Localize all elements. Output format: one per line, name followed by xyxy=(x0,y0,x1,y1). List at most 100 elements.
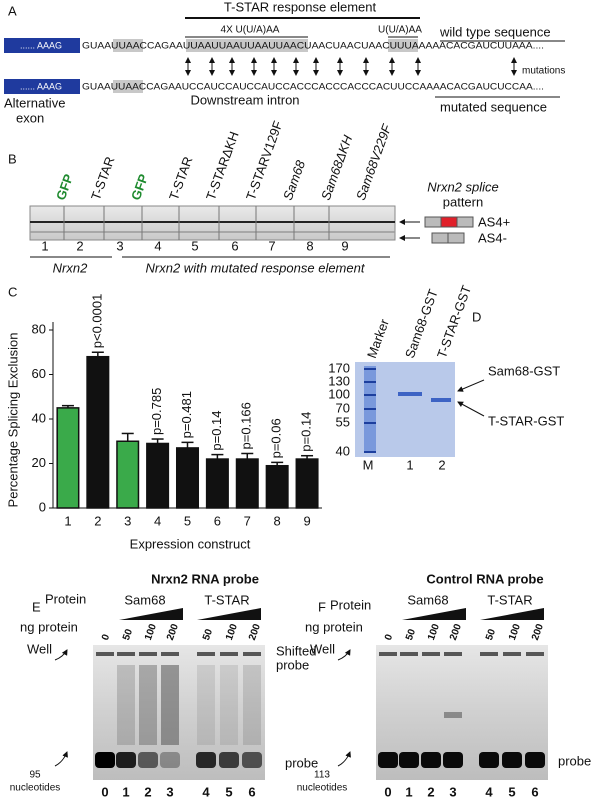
probe-band xyxy=(525,752,545,768)
p-value: p=0.14 xyxy=(298,412,313,452)
arrow xyxy=(457,379,485,392)
amount: 100 xyxy=(426,622,442,642)
bar xyxy=(146,442,170,509)
well-label: Well xyxy=(27,641,52,656)
probe-band xyxy=(138,752,158,768)
mutated-seq: GUAAUUAACCAGAAUCCAUCCAUCCAUCCACCCACCCACC… xyxy=(82,81,544,91)
bar xyxy=(235,458,259,509)
ramp xyxy=(402,608,466,620)
error-bar xyxy=(121,432,134,442)
amount: 200 xyxy=(165,622,181,642)
lane-number: 3 xyxy=(449,784,456,799)
error-bar xyxy=(271,461,284,466)
well-band xyxy=(117,652,135,656)
y-tick-label: 80 xyxy=(32,321,46,336)
error-bar xyxy=(151,438,164,444)
isoform: AS4- xyxy=(478,230,507,245)
mutated-label: mutated sequence xyxy=(440,99,547,114)
x-tick-label: 2 xyxy=(94,513,101,528)
x-tick-label: 1 xyxy=(64,513,71,528)
protein-name: T-STAR xyxy=(487,592,532,607)
probe-band xyxy=(219,752,239,768)
amount: 100 xyxy=(507,622,523,642)
lane-number: 2 xyxy=(144,784,151,799)
shifted-label: probe xyxy=(276,657,309,672)
intron-label: Downstream intron xyxy=(190,92,299,107)
amount: 200 xyxy=(247,622,263,642)
x-tick-label: 4 xyxy=(154,513,161,528)
lane-label: T-STARΔKH xyxy=(203,129,242,202)
probe-label: probe xyxy=(285,755,318,770)
size-label: nucleotides xyxy=(297,783,348,794)
protein-name: Sam68 xyxy=(124,592,165,607)
exon-seq: ...... AAAG xyxy=(20,40,62,50)
panel-label: E xyxy=(32,599,41,614)
well-band xyxy=(503,652,521,656)
probe-arrow xyxy=(54,751,68,767)
group-label: Nrxn2 xyxy=(53,260,88,275)
bar xyxy=(175,447,200,509)
highlight xyxy=(113,39,143,52)
motif: 4X U(U/A)AA xyxy=(221,25,280,36)
size-label: 95 xyxy=(29,770,41,781)
amount: 100 xyxy=(143,622,159,642)
lane-label: Sam68 xyxy=(280,158,308,203)
lane-number: 3 xyxy=(166,784,173,799)
splice-pattern: Nrxn2 splice xyxy=(427,179,499,194)
amount: 0 xyxy=(100,633,112,642)
amount: 200 xyxy=(448,622,464,642)
x-tick-label: 9 xyxy=(303,513,310,528)
well-band xyxy=(197,652,215,656)
error-bar xyxy=(61,404,74,408)
well-band xyxy=(243,652,261,656)
amount: 50 xyxy=(201,627,215,642)
amount: 50 xyxy=(121,627,135,642)
amount: 200 xyxy=(530,622,546,642)
band-label: Sam68-GST xyxy=(488,363,560,378)
smear xyxy=(197,665,215,745)
well-band xyxy=(422,652,440,656)
x-tick-label: 6 xyxy=(214,513,221,528)
lane-label: T-STAR xyxy=(166,155,196,203)
lane-number: 9 xyxy=(341,238,348,253)
probe-band xyxy=(378,752,398,768)
isoform: AS4+ xyxy=(478,214,510,229)
x-tick-label: 5 xyxy=(184,513,191,528)
motif: U(U/A)AA xyxy=(378,25,422,36)
panel-label: D xyxy=(472,309,481,324)
protein-label: Protein xyxy=(45,591,86,606)
band-label: T-STAR-GST xyxy=(488,413,564,428)
probe-band xyxy=(196,752,216,768)
lane-number: 7 xyxy=(268,238,275,253)
exon xyxy=(431,232,449,244)
y-tick-label: 0 xyxy=(39,499,46,514)
response-element: T-STAR response element xyxy=(224,0,377,14)
lane-number: 1 xyxy=(406,457,413,472)
p-value: p=0.06 xyxy=(269,418,284,458)
probe-band xyxy=(116,752,136,768)
probe-band xyxy=(443,752,463,768)
ramp xyxy=(197,608,261,620)
amount: 50 xyxy=(404,627,418,642)
smear xyxy=(220,665,238,745)
lane-number: 6 xyxy=(248,784,255,799)
lane-number: 4 xyxy=(202,784,210,799)
ng-label: ng protein xyxy=(305,619,363,634)
well-arrow xyxy=(54,649,68,661)
marker-label: 70 xyxy=(336,400,350,415)
mutations-label: mutations xyxy=(522,66,565,77)
bar xyxy=(56,407,80,509)
lane-label: Sam68V229F xyxy=(353,121,395,202)
ramp xyxy=(480,608,544,620)
highlight xyxy=(113,80,143,93)
panel-label: F xyxy=(318,599,326,614)
smear xyxy=(117,665,135,745)
highlight xyxy=(186,39,308,52)
exon xyxy=(440,216,458,228)
size-label: nucleotides xyxy=(10,783,61,794)
marker-label: 40 xyxy=(336,443,350,458)
p-value: p=0.785 xyxy=(149,388,164,435)
exon-box xyxy=(4,38,80,53)
marker-label: 100 xyxy=(328,386,350,401)
